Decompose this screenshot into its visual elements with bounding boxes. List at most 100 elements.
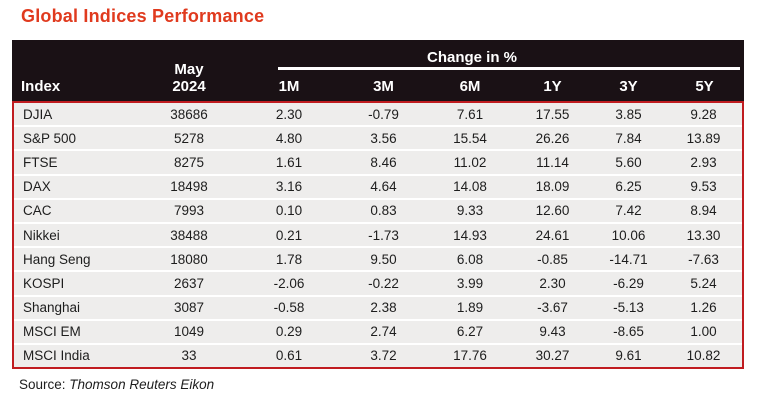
cell-change-3y: 7.42 [615, 203, 642, 219]
table-row: DJIA 38686 2.30 -0.79 7.61 17.55 3.85 9.… [14, 103, 742, 128]
cell-may-2024: 38686 [170, 106, 208, 122]
cell-change-1y: 9.43 [539, 324, 566, 340]
table-header: Index May 2024 Change in % 1M 3M 6M 1Y 3… [12, 40, 744, 101]
cell-index-name: S&P 500 [23, 130, 77, 146]
cell-change-1m: 1.61 [275, 154, 303, 170]
cell-change-3m: 2.38 [370, 300, 397, 316]
cell-change-3y: -5.13 [613, 300, 644, 316]
cell-change-3y: -6.29 [613, 275, 644, 291]
cell-index-name: MSCI India [23, 348, 90, 364]
cell-may-2024: 18080 [170, 251, 208, 267]
cell-change-3y: 10.06 [611, 227, 646, 243]
group-header-underline [278, 67, 740, 70]
cell-change-1y: 17.55 [535, 106, 570, 122]
indices-table: Index May 2024 Change in % 1M 3M 6M 1Y 3… [12, 40, 744, 370]
cell-may-2024: 3087 [173, 300, 205, 316]
cell-change-3y: 7.84 [615, 130, 642, 146]
column-header-index: Index [21, 78, 61, 95]
change-column-headers: 1M 3M 6M 1Y 3Y 5Y [238, 70, 744, 101]
table-row: FTSE 8275 1.61 8.46 11.02 11.14 5.60 2.9… [14, 151, 742, 176]
change-column-group: Change in % 1M 3M 6M 1Y 3Y 5Y [238, 40, 744, 101]
cell-index-name: Hang Seng [23, 251, 91, 267]
cell-change-6m: 6.08 [456, 251, 484, 267]
cell-change-1y: 12.60 [535, 203, 570, 219]
table-row: MSCI India 33 0.61 3.72 17.76 30.27 9.61… [14, 344, 742, 368]
cell-change-3m: 9.50 [370, 251, 397, 267]
cell-change-1m: 2.30 [275, 106, 303, 122]
cell-change-1m: -0.58 [273, 300, 305, 316]
cell-change-3m: 2.74 [370, 324, 397, 340]
column-header-1m: 1M [278, 78, 300, 95]
column-header-3m: 3M [373, 78, 394, 95]
cell-may-2024: 8275 [173, 154, 205, 170]
cell-change-3m: 8.46 [370, 154, 397, 170]
source-value: Thomson Reuters Eikon [69, 377, 215, 392]
cell-change-3y: 5.60 [615, 154, 642, 170]
table-row: Nikkei 38488 0.21 -1.73 14.93 24.61 10.0… [14, 223, 742, 249]
cell-change-6m: 6.27 [456, 324, 484, 340]
cell-index-name: CAC [23, 203, 52, 219]
column-header-1y: 1Y [543, 78, 562, 95]
cell-may-2024: 18498 [170, 179, 208, 195]
cell-change-5y: 10.82 [686, 348, 721, 364]
cell-change-3m: 3.56 [370, 130, 397, 146]
cell-may-2024: 7993 [173, 203, 205, 219]
cell-index-name: DAX [23, 179, 51, 195]
table-body: DJIA 38686 2.30 -0.79 7.61 17.55 3.85 9.… [12, 101, 744, 370]
page-title: Global Indices Performance [21, 6, 265, 26]
cell-change-6m: 9.33 [456, 203, 484, 219]
cell-may-2024: 33 [181, 348, 197, 364]
table-row: Shanghai 3087 -0.58 2.38 1.89 -3.67 -5.1… [14, 296, 742, 321]
column-header-3y: 3Y [619, 78, 638, 95]
cell-change-1m: 3.16 [275, 179, 303, 195]
cell-change-3y: 3.85 [615, 106, 642, 122]
cell-change-1m: 4.80 [275, 130, 303, 146]
column-header-5y: 5Y [695, 78, 714, 95]
cell-change-5y: 1.00 [690, 324, 717, 340]
column-header-6m: 6M [459, 78, 481, 95]
cell-change-5y: 1.26 [690, 300, 717, 316]
cell-change-6m: 7.61 [456, 106, 484, 122]
cell-change-1y: 11.14 [536, 154, 569, 170]
cell-change-3y: -8.65 [613, 324, 644, 340]
cell-change-5y: 9.28 [690, 106, 717, 122]
cell-change-3m: -1.73 [368, 227, 399, 243]
cell-may-2024: 5278 [173, 130, 205, 146]
cell-change-6m: 3.99 [456, 275, 484, 291]
cell-change-3m: 3.72 [370, 348, 397, 364]
cell-change-3m: 4.64 [370, 179, 397, 195]
cell-change-6m: 15.54 [453, 130, 487, 146]
cell-change-5y: -7.63 [688, 251, 719, 267]
cell-change-1m: 0.21 [275, 227, 303, 243]
cell-change-1m: 1.78 [275, 251, 303, 267]
cell-change-5y: 8.94 [690, 203, 717, 219]
source-note: Source: Thomson Reuters Eikon [19, 377, 214, 392]
cell-change-1m: 0.10 [275, 203, 303, 219]
cell-change-5y: 13.30 [686, 227, 721, 243]
cell-index-name: MSCI EM [23, 324, 81, 340]
cell-index-name: KOSPI [23, 275, 65, 291]
cell-change-6m: 11.02 [453, 154, 487, 170]
cell-change-5y: 2.93 [690, 154, 717, 170]
cell-change-6m: 14.08 [453, 179, 487, 195]
cell-change-1y: 26.26 [535, 130, 570, 146]
cell-change-3m: -0.22 [368, 275, 399, 291]
cell-change-5y: 9.53 [690, 179, 717, 195]
cell-change-1m: 0.61 [275, 348, 303, 364]
cell-change-1m: 0.29 [275, 324, 303, 340]
cell-change-1m: -2.06 [273, 275, 305, 291]
cell-change-5y: 5.24 [690, 275, 717, 291]
table-row: DAX 18498 3.16 4.64 14.08 18.09 6.25 9.5… [14, 175, 742, 200]
table-row: CAC 7993 0.10 0.83 9.33 12.60 7.42 8.94 [14, 199, 742, 224]
group-header-change-in-percent: Change in % [426, 49, 517, 66]
cell-change-1y: 24.61 [535, 227, 570, 243]
cell-may-2024: 1049 [173, 324, 205, 340]
cell-change-3m: -0.79 [368, 106, 399, 122]
source-label: Source: [19, 377, 66, 392]
column-header-may-2024: May 2024 [172, 60, 206, 96]
cell-change-3y: 6.25 [615, 179, 642, 195]
table-row: MSCI EM 1049 0.29 2.74 6.27 9.43 -8.65 1… [14, 320, 742, 345]
table-row: KOSPI 2637 -2.06 -0.22 3.99 2.30 -6.29 5… [14, 272, 742, 297]
cell-change-1y: 18.09 [535, 179, 570, 195]
